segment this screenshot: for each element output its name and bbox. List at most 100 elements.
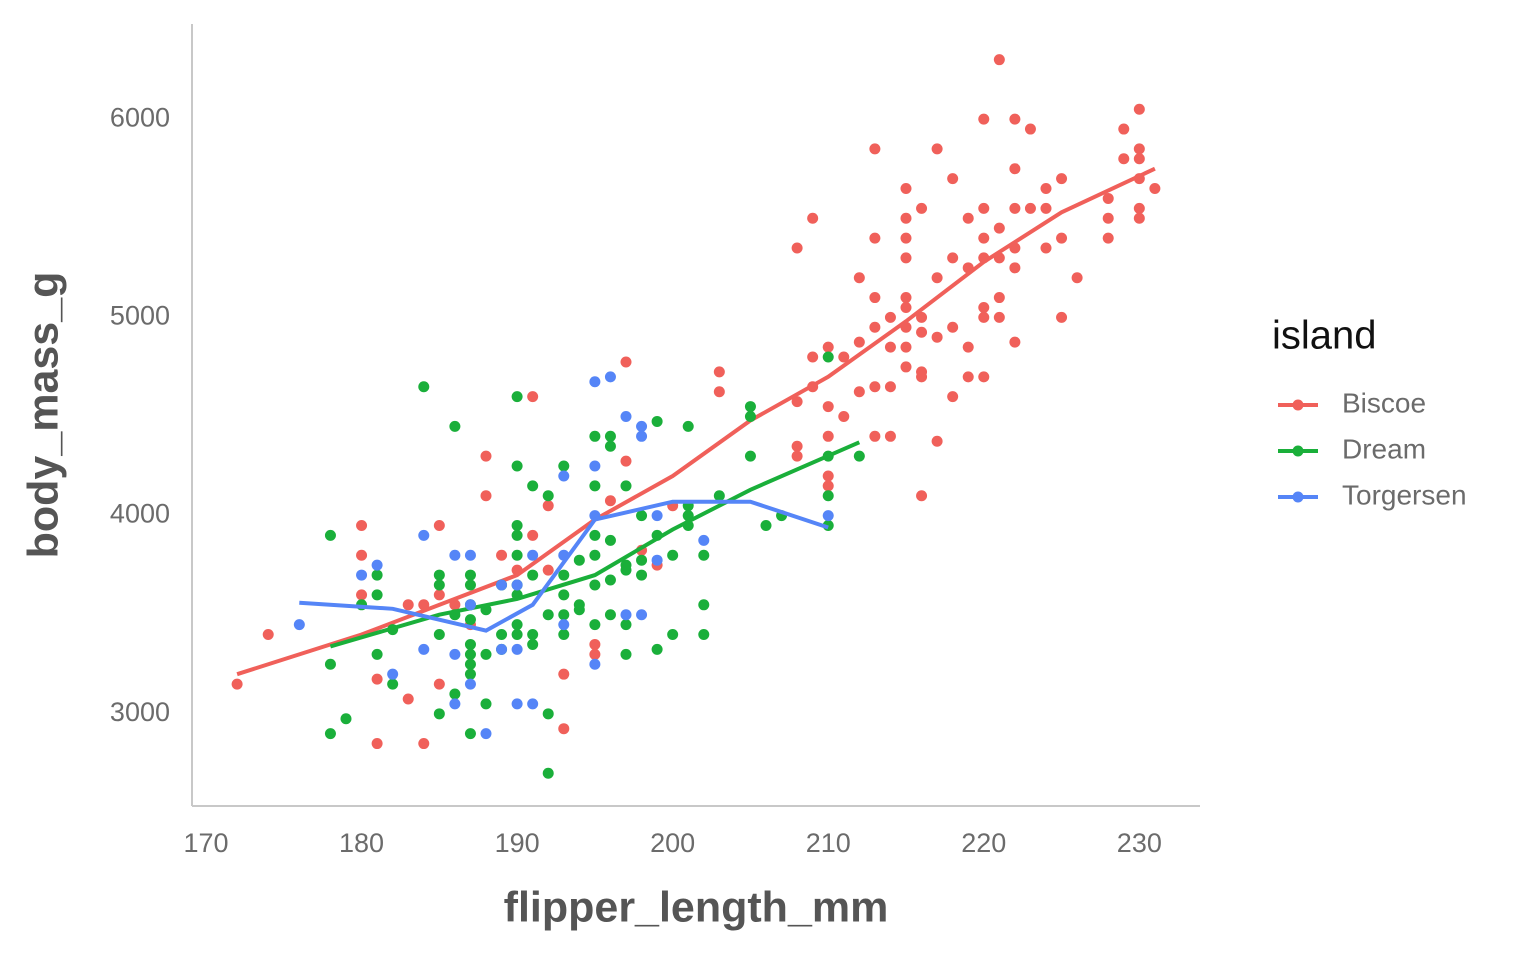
point xyxy=(869,232,881,244)
point xyxy=(791,440,803,452)
x-tick-label: 190 xyxy=(495,828,540,858)
point xyxy=(589,619,601,631)
point xyxy=(651,554,663,566)
point xyxy=(387,678,399,690)
point xyxy=(589,480,601,492)
point xyxy=(262,629,274,641)
point xyxy=(464,638,476,650)
point xyxy=(589,529,601,541)
point xyxy=(838,410,850,422)
point xyxy=(464,668,476,680)
point xyxy=(916,311,928,323)
y-tick-label: 4000 xyxy=(110,499,170,529)
point xyxy=(884,381,896,393)
legend-label: Dream xyxy=(1342,433,1426,464)
point xyxy=(604,534,616,546)
point xyxy=(1118,153,1130,165)
point xyxy=(480,648,492,660)
point xyxy=(916,202,928,214)
point xyxy=(464,614,476,626)
point xyxy=(558,629,570,641)
point xyxy=(496,643,508,655)
point xyxy=(636,569,648,581)
point xyxy=(900,232,912,244)
point xyxy=(947,391,959,403)
point xyxy=(496,549,508,561)
point xyxy=(1056,311,1068,323)
point xyxy=(884,341,896,353)
point xyxy=(947,252,959,264)
point xyxy=(589,579,601,591)
point xyxy=(558,609,570,621)
point xyxy=(480,728,492,740)
point xyxy=(869,143,881,155)
point xyxy=(698,534,710,546)
point xyxy=(1024,123,1036,135)
point xyxy=(636,510,648,522)
y-tick-label: 3000 xyxy=(110,697,170,727)
legend-dot xyxy=(1292,399,1304,411)
y-axis-title: body_mass_g xyxy=(19,272,67,559)
point xyxy=(916,371,928,383)
point xyxy=(433,629,445,641)
point xyxy=(822,490,834,502)
point xyxy=(324,728,336,740)
point xyxy=(713,386,725,398)
point xyxy=(620,619,632,631)
point xyxy=(651,643,663,655)
point xyxy=(978,301,990,313)
point xyxy=(791,450,803,462)
point xyxy=(1056,173,1068,185)
point xyxy=(947,173,959,185)
point xyxy=(1133,212,1145,224)
point xyxy=(931,331,943,343)
point xyxy=(931,435,943,447)
point xyxy=(1009,202,1021,214)
point xyxy=(807,212,819,224)
point xyxy=(542,564,554,576)
point xyxy=(527,391,539,403)
point xyxy=(978,113,990,125)
point xyxy=(1133,202,1145,214)
x-tick-label: 230 xyxy=(1117,828,1162,858)
point xyxy=(542,708,554,720)
point xyxy=(433,569,445,581)
point xyxy=(433,579,445,591)
point xyxy=(558,589,570,601)
point xyxy=(1118,123,1130,135)
point xyxy=(962,371,974,383)
point xyxy=(418,381,430,393)
point xyxy=(464,549,476,561)
point xyxy=(947,321,959,333)
point xyxy=(464,728,476,740)
point xyxy=(511,698,523,710)
point xyxy=(449,688,461,700)
point xyxy=(418,529,430,541)
point xyxy=(1009,262,1021,274)
point xyxy=(464,569,476,581)
point xyxy=(542,609,554,621)
point xyxy=(402,599,414,611)
point xyxy=(589,658,601,670)
point xyxy=(464,658,476,670)
point xyxy=(869,292,881,304)
point xyxy=(760,520,772,532)
x-axis-title: flipper_length_mm xyxy=(504,883,889,931)
point xyxy=(418,643,430,655)
point xyxy=(978,232,990,244)
point xyxy=(620,356,632,368)
point xyxy=(1040,183,1052,195)
point xyxy=(1009,336,1021,348)
point xyxy=(962,341,974,353)
point xyxy=(511,529,523,541)
point xyxy=(822,351,834,363)
point xyxy=(527,529,539,541)
point xyxy=(527,480,539,492)
x-tick-label: 200 xyxy=(650,828,695,858)
point xyxy=(604,430,616,442)
point xyxy=(371,569,383,581)
point xyxy=(573,604,585,616)
point xyxy=(1149,183,1161,195)
point xyxy=(604,371,616,383)
